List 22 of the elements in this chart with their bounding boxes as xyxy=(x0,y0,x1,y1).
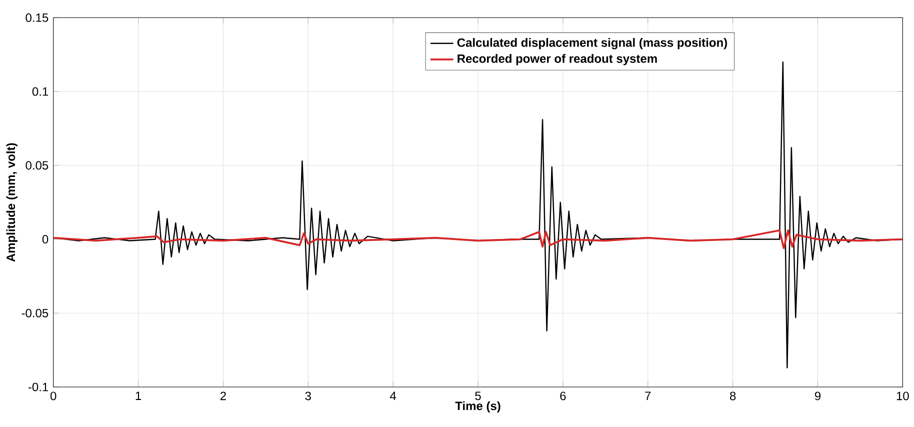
x-tick-label: 2 xyxy=(220,392,226,400)
legend-label: Recorded power of readout system xyxy=(458,54,657,66)
x-tick-label: 6 xyxy=(560,392,566,400)
legend-label: Calculated displacement signal (mass position) xyxy=(457,38,728,50)
x-tick-label: 4 xyxy=(390,392,396,400)
y-tick-label: -0.1 xyxy=(28,382,48,392)
y-tick-label: 0.1 xyxy=(32,87,48,96)
x-tick-label: 10 xyxy=(896,392,909,400)
x-tick-label: 0 xyxy=(50,392,56,400)
y-tick-label: 0.05 xyxy=(26,161,48,170)
x-tick-label: 5 xyxy=(475,392,481,400)
x-tick-label: 1 xyxy=(136,392,142,400)
x-axis-title: Time (s) xyxy=(455,401,500,413)
y-tick-label: 0.15 xyxy=(26,13,48,22)
y-tick-label: 0 xyxy=(42,235,48,244)
x-tick-label: 9 xyxy=(814,392,820,400)
x-tick-label: 7 xyxy=(645,392,651,400)
x-tick-label: 3 xyxy=(305,392,311,400)
y-tick-label: -0.05 xyxy=(22,308,48,318)
x-tick-label: 8 xyxy=(730,392,736,400)
y-axis-title: Amplitude (mm, volt) xyxy=(6,143,18,262)
line-series xyxy=(53,229,903,250)
